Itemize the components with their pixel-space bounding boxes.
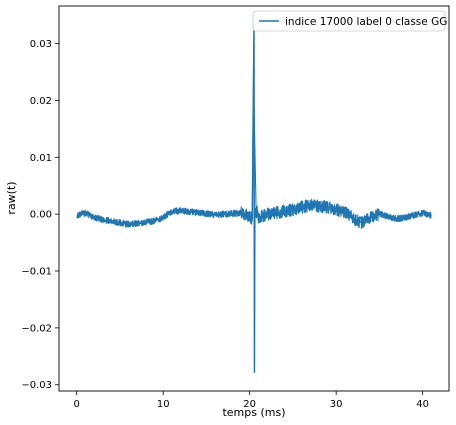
x-tick-label: 30 (330, 399, 343, 410)
x-tick-label: 0 (74, 399, 80, 410)
x-tick-label: 20 (243, 399, 256, 410)
y-tick-label: −0.02 (21, 323, 52, 334)
y-tick-label: −0.01 (21, 267, 52, 278)
y-axis-ticks: −0.03 −0.02 −0.01 0.00 0.01 0.02 0.03 (21, 39, 59, 391)
x-tick-label: 40 (416, 399, 429, 410)
y-axis-label: raw(t) (5, 181, 18, 214)
x-tick-label: 10 (157, 399, 170, 410)
legend-box (252, 10, 446, 32)
y-tick-label: 0.03 (30, 39, 52, 50)
plot-frame (58, 5, 450, 392)
series-layer (76, 22, 432, 373)
legend: indice 17000 label 0 classe GG (252, 10, 447, 32)
y-tick-label: 0.02 (30, 96, 52, 107)
y-tick-label: −0.03 (21, 380, 52, 391)
x-axis-label: temps (ms) (222, 406, 285, 419)
series-line (76, 22, 432, 373)
y-tick-label: 0.00 (30, 210, 52, 221)
legend-label: indice 17000 label 0 classe GG (285, 16, 447, 28)
x-axis-ticks: 0 10 20 30 40 (74, 391, 429, 410)
y-tick-label: 0.01 (30, 153, 52, 164)
